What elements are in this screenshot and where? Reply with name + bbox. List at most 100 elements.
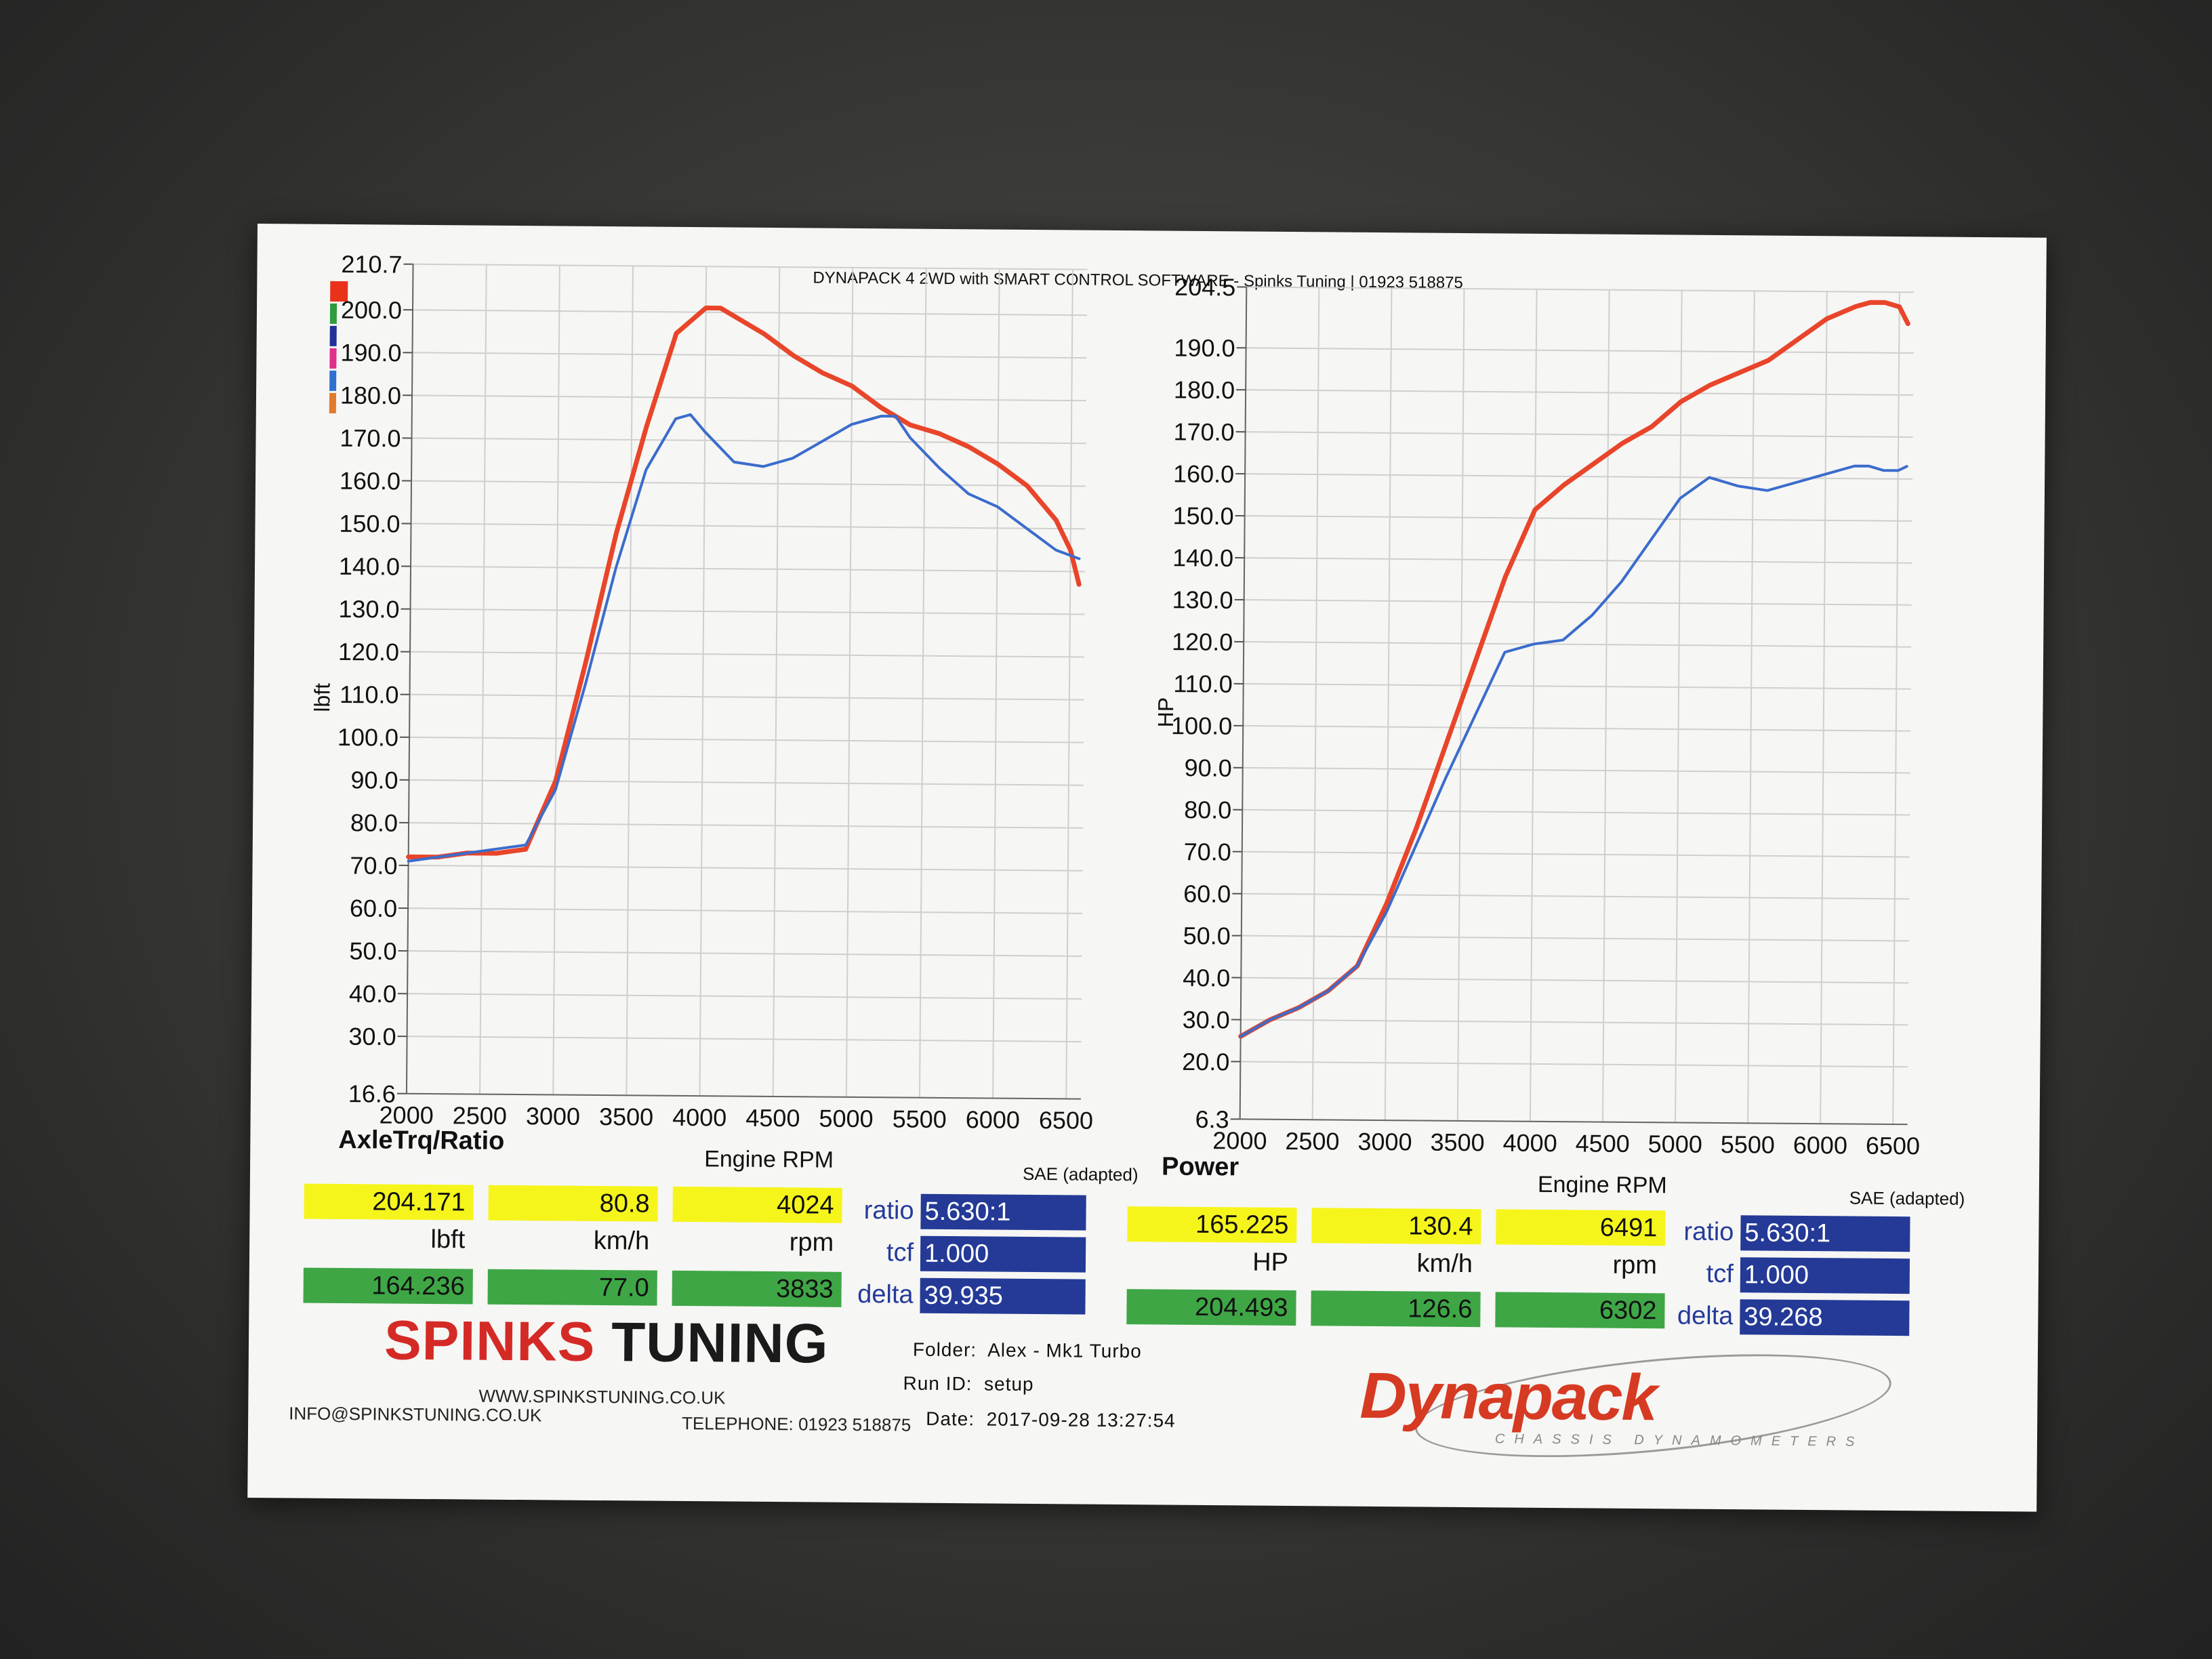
- power-xtick-label-5: 4500: [1576, 1129, 1630, 1158]
- power-compare-rpm: 6302: [1495, 1292, 1665, 1329]
- torque-hgrid-4: [411, 437, 1086, 445]
- power-xtick-label-3: 3500: [1430, 1128, 1484, 1157]
- runid-value: setup: [983, 1373, 1034, 1395]
- telephone-text: TELEPHONE: 01923 518875: [682, 1412, 912, 1435]
- power-hgrid-18: [1240, 1061, 1908, 1068]
- torque-y-axis: [405, 264, 414, 1094]
- power-vgrid-6: [1675, 290, 1683, 1123]
- torque-ytick-label-7: 140.0: [339, 552, 400, 581]
- torque-speed-unit: km/h: [593, 1226, 650, 1256]
- torque-rpm-unit: rpm: [789, 1228, 834, 1257]
- power-ytick-label-19: 6.3: [1195, 1105, 1229, 1133]
- power-ytick-label-13: 70.0: [1184, 838, 1231, 866]
- torque-peak-speed: 80.8: [488, 1185, 658, 1222]
- right-delta-value: 39.268: [1740, 1299, 1910, 1336]
- power-hgrid-12: [1242, 808, 1910, 816]
- date-row: Date: 2017-09-28 13:27:54: [926, 1408, 1176, 1432]
- power-compare-speed: 126.6: [1311, 1290, 1481, 1328]
- folder-label: Folder:: [912, 1338, 977, 1361]
- torque-ytick-label-6: 150.0: [339, 510, 400, 538]
- torque-x-axis: [406, 1092, 1081, 1100]
- right-tcf-value: 1.000: [1740, 1257, 1910, 1294]
- power-ytick-label-6: 140.0: [1172, 544, 1233, 572]
- power-hgrid-5: [1244, 515, 1912, 522]
- power-ytick-label-14: 60.0: [1183, 880, 1231, 908]
- power-ytick-label-8: 120.0: [1172, 628, 1233, 656]
- power-ytick-label-1: 190.0: [1174, 333, 1235, 362]
- right-ratio-label: ratio: [1683, 1217, 1734, 1247]
- torque-vgrid-9: [1065, 269, 1073, 1099]
- power-peak-value: 165.225: [1127, 1206, 1297, 1244]
- power-series-0-line: [1238, 300, 1910, 1039]
- torque-hgrid-18: [407, 1036, 1082, 1043]
- power-ytick-label-18: 20.0: [1182, 1048, 1229, 1076]
- folder-value: Alex - Mk1 Turbo: [987, 1339, 1142, 1362]
- left-delta-label: delta: [857, 1280, 914, 1309]
- torque-xtick-label-2: 3000: [526, 1102, 580, 1130]
- power-hgrid-16: [1241, 977, 1909, 984]
- torque-hgrid-2: [412, 352, 1087, 359]
- torque-peak-rpm: 4024: [672, 1186, 842, 1223]
- power-xtick-label-0: 2000: [1212, 1126, 1267, 1155]
- power-xlabel: Engine RPM: [1537, 1171, 1667, 1199]
- torque-ytick-label-2: 190.0: [340, 339, 401, 367]
- torque-chart-title: AxleTrq/Ratio: [338, 1125, 505, 1155]
- spinks-logo-red: SPINKS: [384, 1309, 596, 1373]
- power-xtick-label-7: 5500: [1721, 1130, 1775, 1159]
- torque-hgrid-8: [410, 608, 1085, 615]
- power-series-1-line: [1239, 464, 1908, 1038]
- power-hgrid-14: [1242, 893, 1910, 900]
- power-ytick-label-16: 40.0: [1183, 964, 1230, 992]
- date-value: 2017-09-28 13:27:54: [986, 1408, 1176, 1431]
- power-ytick-label-15: 50.0: [1183, 922, 1231, 950]
- torque-xtick-label-8: 6000: [966, 1105, 1020, 1134]
- power-hgrid-13: [1242, 851, 1910, 858]
- power-ytick-label-4: 160.0: [1173, 459, 1234, 488]
- torque-vgrid-8: [992, 268, 1000, 1099]
- torque-ytick-label-11: 100.0: [337, 723, 398, 752]
- email-text: INFO@SPINKSTUNING.CO.UK: [289, 1403, 542, 1426]
- torque-ytick-label-18: 30.0: [348, 1023, 396, 1051]
- torque-hgrid-0: [413, 263, 1088, 270]
- torque-hgrid-17: [407, 993, 1082, 1000]
- torque-xtick-label-7: 5500: [893, 1105, 947, 1133]
- dynapack-word: Dynapack: [1359, 1359, 1657, 1435]
- power-x-axis: [1240, 1118, 1908, 1126]
- torque-xtick-label-3: 3500: [599, 1103, 653, 1131]
- torque-vgrid-1: [479, 264, 487, 1094]
- date-label: Date:: [926, 1408, 975, 1430]
- torque-ytick-label-4: 170.0: [340, 424, 401, 453]
- power-ytick-label-9: 110.0: [1173, 670, 1233, 698]
- power-xtick-label-8: 6000: [1793, 1131, 1847, 1160]
- spinks-logo: SPINKS TUNING: [384, 1309, 829, 1376]
- torque-xtick-label-9: 6500: [1039, 1106, 1093, 1134]
- torque-ytick-label-1: 200.0: [341, 295, 402, 324]
- torque-vgrid-4: [699, 266, 708, 1097]
- power-vgrid-7: [1747, 291, 1755, 1124]
- torque-hgrid-15: [408, 907, 1083, 914]
- power-ylabel: HP: [1153, 697, 1179, 728]
- torque-ytick-label-19: 16.6: [348, 1080, 396, 1108]
- torque-vgrid-7: [918, 268, 927, 1098]
- power-hgrid-7: [1244, 599, 1912, 606]
- power-ytick-label-5: 150.0: [1172, 501, 1233, 530]
- power-hgrid-9: [1243, 682, 1911, 690]
- torque-xtick-label-4: 4000: [672, 1103, 726, 1132]
- torque-vgrid-3: [626, 266, 634, 1096]
- power-speed-unit: km/h: [1416, 1249, 1473, 1279]
- torque-hgrid-14: [408, 865, 1083, 872]
- power-hgrid-17: [1240, 1019, 1908, 1026]
- torque-ytick-label-10: 110.0: [340, 680, 399, 709]
- power-ytick-label-12: 80.0: [1184, 796, 1231, 824]
- power-hgrid-6: [1244, 557, 1912, 564]
- torque-hgrid-16: [407, 950, 1082, 957]
- power-ytick-label-11: 90.0: [1184, 754, 1231, 782]
- power-hgrid-15: [1241, 935, 1909, 942]
- torque-hgrid-1: [412, 309, 1087, 316]
- power-hgrid-1: [1246, 347, 1914, 354]
- torque-series-1-line: [407, 413, 1081, 863]
- power-vgrid-8: [1820, 291, 1828, 1124]
- power-unit: HP: [1252, 1248, 1289, 1277]
- power-chart-title: Power: [1161, 1152, 1240, 1182]
- torque-ytick-label-14: 70.0: [350, 851, 397, 880]
